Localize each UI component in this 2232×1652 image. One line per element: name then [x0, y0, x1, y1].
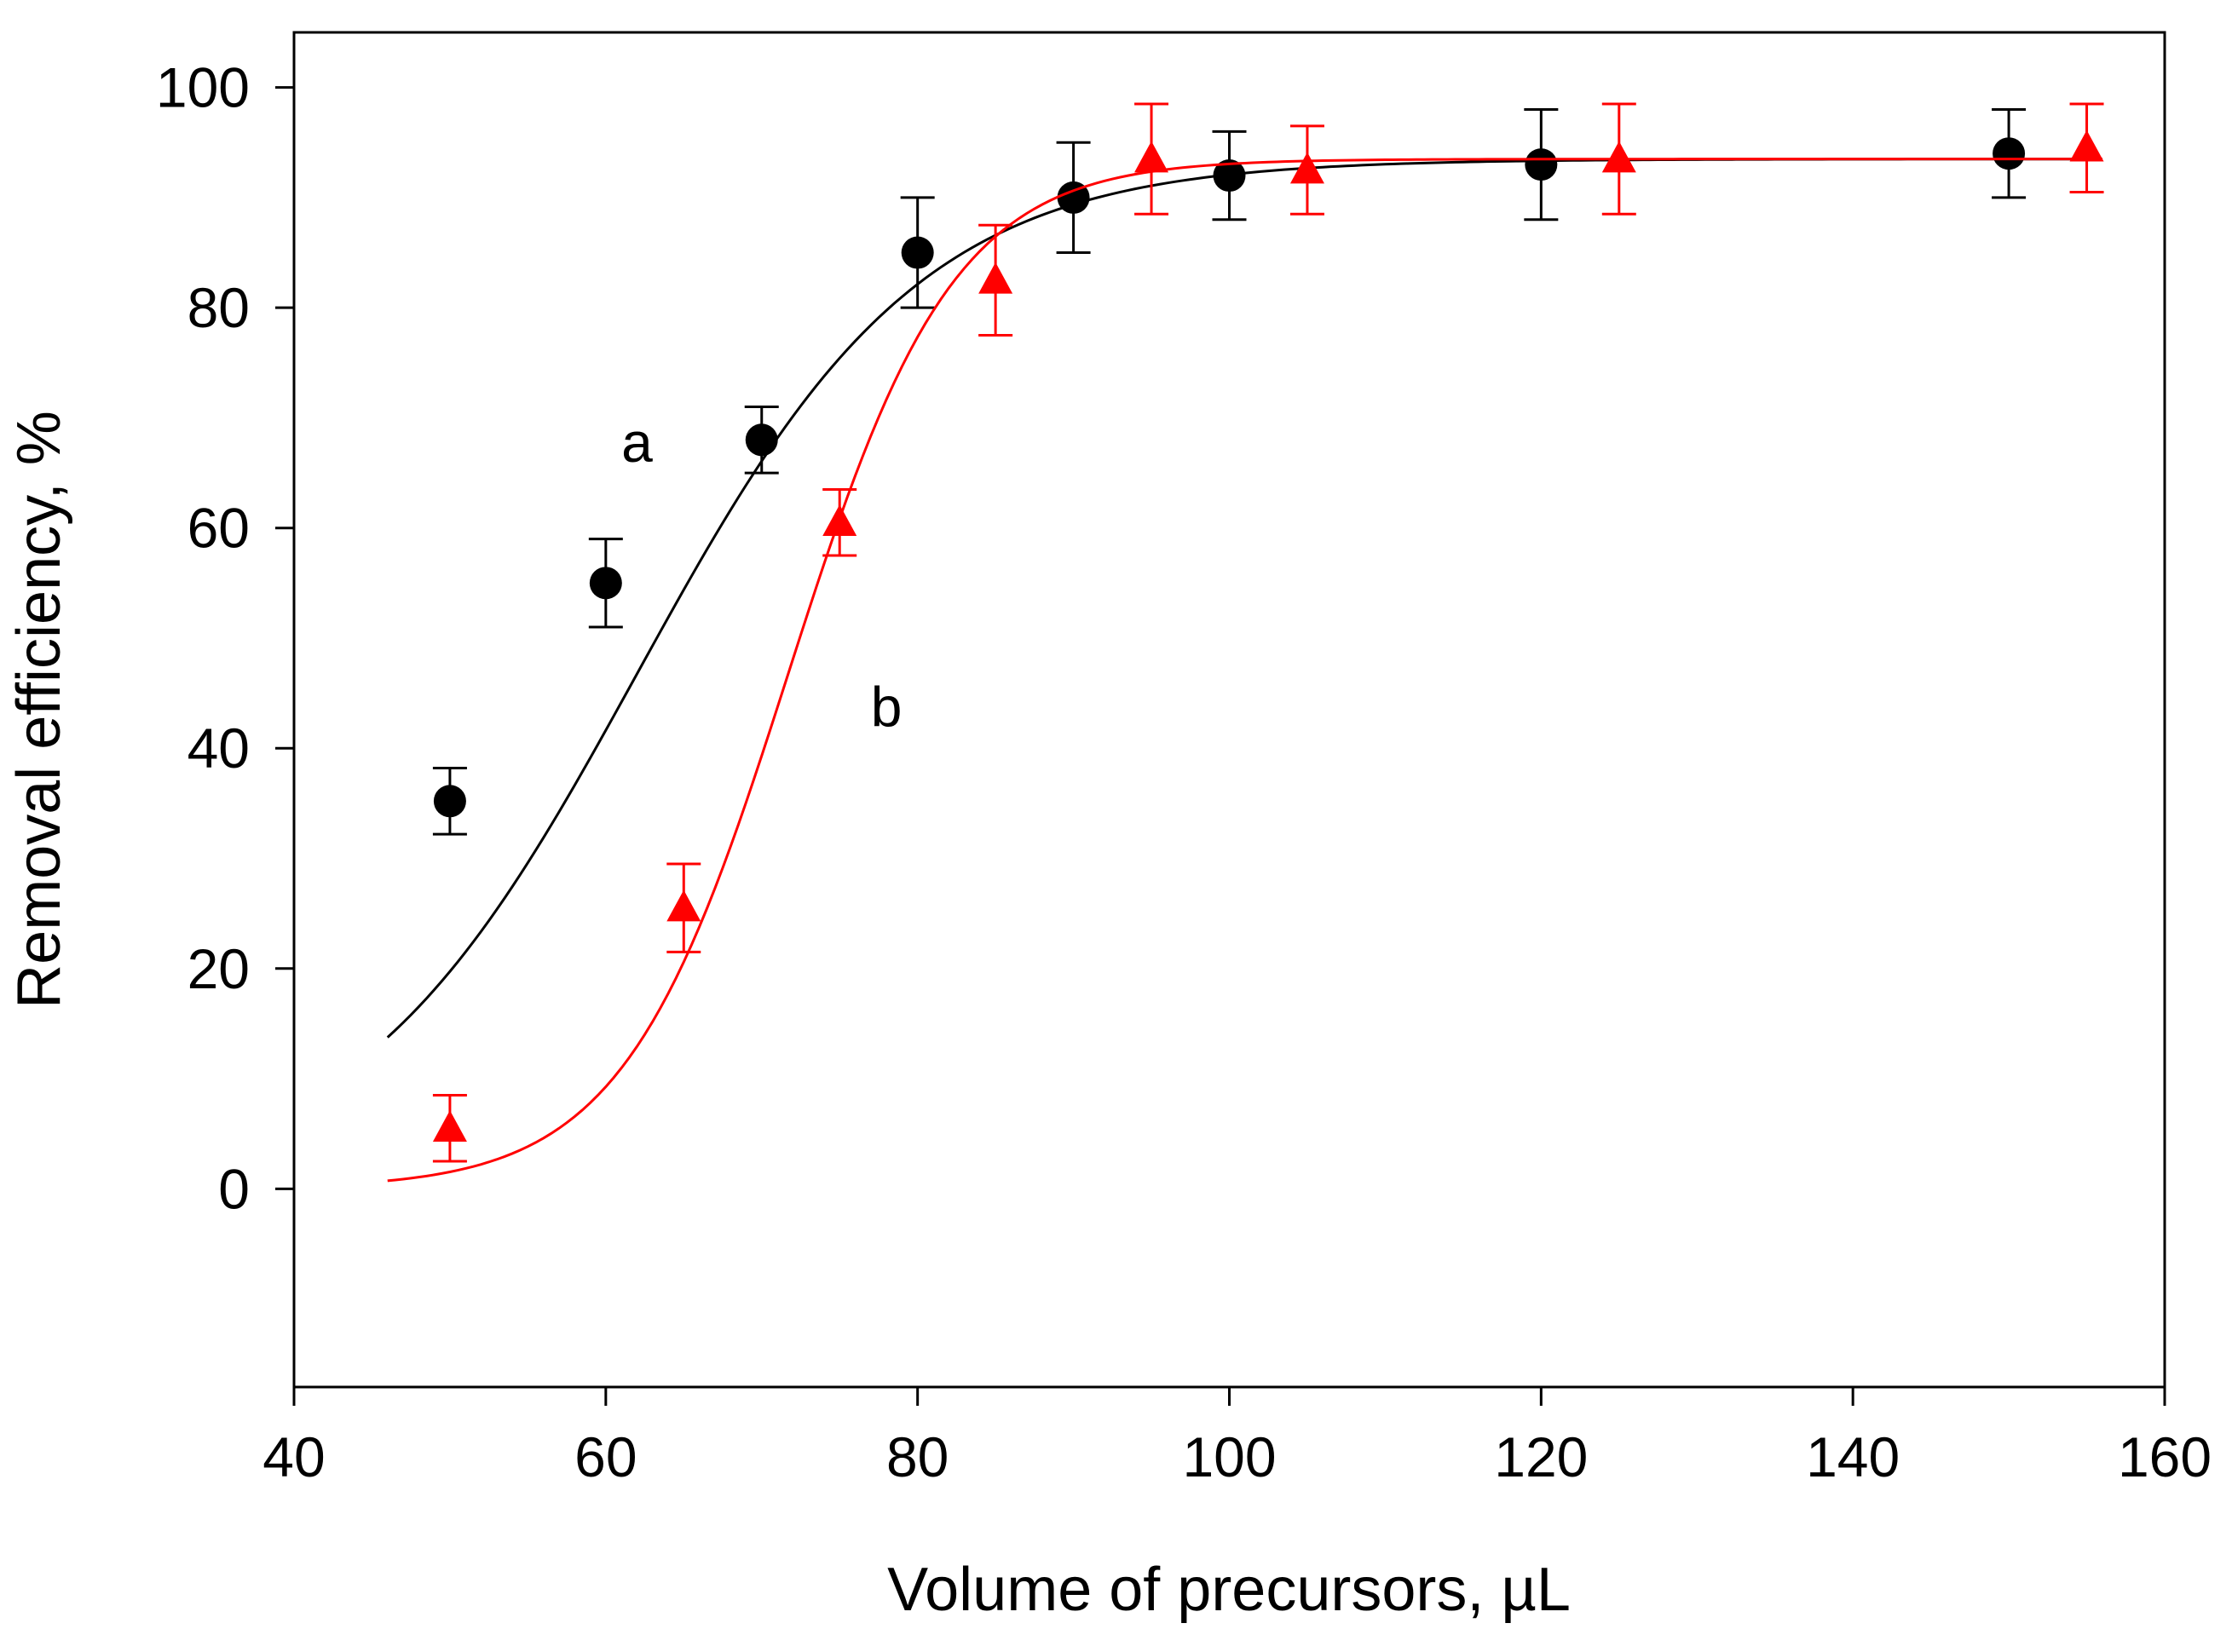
- data-point: [2069, 130, 2104, 162]
- x-tick-label: 40: [262, 1425, 325, 1488]
- data-point: [901, 236, 934, 269]
- data-point: [1525, 148, 1558, 181]
- data-point: [978, 262, 1013, 294]
- x-tick-label: 80: [886, 1425, 949, 1488]
- curve-label-b: b: [871, 675, 903, 738]
- data-point: [1993, 137, 2026, 170]
- x-axis-title: Volume of precursors, µL: [887, 1556, 1571, 1624]
- data-point: [1057, 181, 1090, 214]
- y-tick-label: 60: [187, 497, 250, 560]
- fit-curve-b: [387, 158, 2102, 1183]
- x-tick-label: 160: [2118, 1425, 2212, 1488]
- data-point: [433, 785, 466, 818]
- y-tick-label: 20: [187, 937, 250, 1000]
- x-tick-label: 120: [1494, 1425, 1588, 1488]
- data-point: [1134, 141, 1169, 173]
- x-tick-label: 140: [1806, 1425, 1900, 1488]
- data-point: [432, 1110, 467, 1142]
- data-point: [1213, 159, 1246, 193]
- series-layer: ab: [386, 102, 2104, 1183]
- data-point: [1601, 141, 1636, 173]
- plot-frame: [292, 31, 2166, 1389]
- y-tick-label: 80: [187, 276, 250, 339]
- y-tick-label: 100: [156, 56, 250, 119]
- curve-label-a: a: [621, 411, 653, 474]
- y-tick-label: 0: [218, 1157, 250, 1220]
- fit-curve-a: [386, 158, 2102, 1039]
- y-tick-label: 40: [187, 717, 250, 780]
- data-point: [745, 423, 778, 457]
- data-point: [822, 504, 857, 536]
- data-point: [589, 567, 622, 600]
- series-a: a: [386, 107, 2102, 1039]
- y-axis-title: Removal efficiency, %: [5, 411, 73, 1009]
- y-axis: 0 20 40 60 80 100: [156, 56, 294, 1220]
- data-point: [1289, 152, 1324, 184]
- x-tick-label: 100: [1182, 1425, 1276, 1488]
- series-b: b: [387, 102, 2104, 1183]
- x-tick-label: 60: [574, 1425, 637, 1488]
- data-point: [666, 889, 701, 922]
- x-axis: 40 60 80 100 120 140 160: [262, 1387, 2212, 1488]
